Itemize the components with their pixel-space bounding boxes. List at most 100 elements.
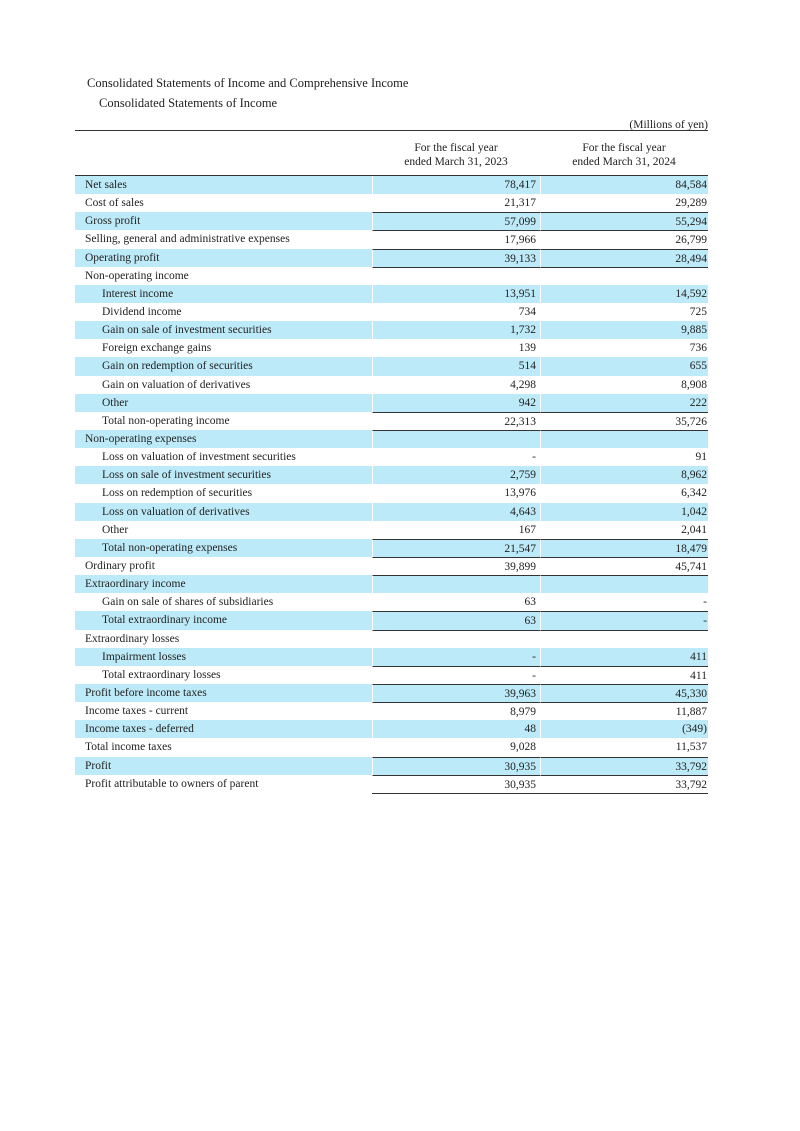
table-row: Non-operating expenses — [75, 429, 708, 449]
value-2024: 725 — [540, 302, 708, 322]
value-2024: 33,792 — [540, 774, 708, 793]
row-label: Loss on valuation of investment securiti… — [102, 451, 296, 464]
table-row: Foreign exchange gains 139 736 — [75, 339, 708, 358]
value-2023 — [372, 575, 540, 594]
value-2023: 9,028 — [372, 738, 540, 757]
table-row: Extraordinary losses — [75, 629, 708, 648]
row-label: Income taxes - current — [85, 705, 189, 718]
value-2023: 13,951 — [372, 284, 540, 303]
value-2024: 6,342 — [540, 484, 708, 503]
row-label: Extraordinary income — [85, 578, 186, 591]
row-label: Profit before income taxes — [85, 686, 207, 699]
table-row: Total non-operating expenses 21,547 18,479 — [75, 538, 708, 557]
value-2024: 8,962 — [540, 466, 708, 485]
table-row: Gain on sale of shares of subsidiaries 63… — [75, 593, 708, 612]
value-2023: 734 — [372, 302, 540, 322]
value-2024: 655 — [540, 357, 708, 376]
row-label: Profit attributable to owners of parent — [85, 777, 259, 790]
value-2023: 30,935 — [372, 774, 540, 793]
row-label: Net sales — [85, 179, 127, 191]
value-2024: 45,741 — [540, 556, 708, 576]
row-label: Loss on sale of investment securities — [102, 469, 271, 482]
value-2023 — [372, 266, 540, 285]
table-row: Gain on redemption of securities 514 655 — [75, 357, 708, 376]
row-label: Foreign exchange gains — [102, 342, 212, 355]
value-2023: 63 — [372, 611, 540, 630]
table-row: Loss on sale of investment securities 2,7… — [75, 466, 708, 485]
table-row: Loss on valuation of derivatives 4,643 1,0… — [75, 502, 708, 521]
value-2024: 84,584 — [540, 176, 708, 195]
table-row: Gain on sale of investment securities 1,7… — [75, 321, 708, 340]
row-label: Ordinary profit — [85, 559, 155, 572]
table-row: Profit attributable to owners of parent 3… — [75, 774, 708, 793]
row-label: Interest income — [102, 287, 174, 300]
table-end-rule — [372, 792, 708, 794]
table-row: Total extraordinary losses -411 — [75, 665, 708, 684]
table-row: Loss on valuation of investment securiti… — [75, 448, 708, 467]
value-2023: 78,417 — [372, 176, 540, 195]
row-label: Loss on valuation of derivatives — [102, 505, 250, 518]
value-2024: 11,887 — [540, 702, 708, 721]
value-2024 — [540, 629, 708, 648]
row-label: Total extraordinary losses — [102, 668, 221, 681]
row-label: Extraordinary losses — [85, 632, 180, 645]
table-row: Non-operating income — [75, 266, 708, 285]
row-label: Total extraordinary income — [102, 614, 228, 627]
row-label: Operating profit — [85, 251, 160, 264]
table-row: Extraordinary income — [75, 575, 708, 594]
value-2024: 35,726 — [540, 411, 708, 430]
value-2023: 4,298 — [372, 375, 540, 394]
unit-note: (Millions of yen) — [629, 119, 708, 131]
value-2024: 736 — [540, 339, 708, 358]
table-header: For the fiscal year ended March 31, 2023… — [75, 131, 708, 176]
value-2023: 39,133 — [372, 248, 540, 267]
table-body: Net sales 78,417 84,584 Cost of sales 21,317… — [75, 176, 708, 793]
value-2024: 28,494 — [540, 248, 708, 267]
row-label: Gain on sale of investment securities — [102, 324, 272, 337]
value-2024: 222 — [540, 393, 708, 412]
table-row: Gross profit 57,099 55,294 — [75, 212, 708, 231]
value-2023: 167 — [372, 520, 540, 539]
value-2023: - — [372, 665, 540, 684]
table-row: Total income taxes 9,028 11,537 — [75, 738, 708, 757]
value-2024 — [540, 266, 708, 285]
table-row: Interest income 13,951 14,592 — [75, 284, 708, 303]
row-label: Other — [102, 396, 129, 409]
row-label: Total income taxes — [85, 741, 172, 754]
row-label: Dividend income — [102, 305, 182, 318]
value-2023: 8,979 — [372, 702, 540, 721]
value-2023: 57,099 — [372, 212, 540, 231]
value-2024: 411 — [540, 665, 708, 684]
row-label: Income taxes - deferred — [85, 723, 194, 736]
row-label: Gain on valuation of derivatives — [102, 378, 251, 391]
value-2024: (349) — [540, 720, 708, 739]
value-2023: 39,899 — [372, 556, 540, 576]
table-row: Selling, general and administrative expe… — [75, 230, 708, 249]
table-row: Impairment losses -411 — [75, 647, 708, 666]
column-header-2024: For the fiscal year ended March 31, 2024 — [572, 142, 676, 168]
row-label: Total non-operating expenses — [102, 541, 238, 554]
value-2023: 13,976 — [372, 484, 540, 503]
row-label: Impairment losses — [102, 650, 186, 663]
table-row: Profit 30,935 33,792 — [75, 756, 708, 775]
row-label: Non-operating expenses — [85, 432, 197, 445]
table-row: Profit before income taxes 39,963 45,330 — [75, 683, 708, 703]
value-2024: 55,294 — [540, 212, 708, 231]
table-row: Total extraordinary income 63- — [75, 611, 708, 630]
value-2023: 22,313 — [372, 411, 540, 430]
column-header-2023: For the fiscal year ended March 31, 2023 — [404, 142, 508, 168]
value-2024: 14,592 — [540, 284, 708, 303]
value-2023: 17,966 — [372, 230, 540, 249]
value-2024: 45,330 — [540, 683, 708, 703]
row-label: Gross profit — [85, 215, 141, 228]
table-row: Operating profit 39,133 28,494 — [75, 248, 708, 267]
value-2024: 11,537 — [540, 738, 708, 757]
value-2024: - — [540, 611, 708, 630]
row-label: Cost of sales — [85, 197, 144, 210]
row-label: Total non-operating income — [102, 414, 230, 427]
table-row: Ordinary profit 39,899 45,741 — [75, 556, 708, 576]
value-2023: 39,963 — [372, 683, 540, 703]
table-row: Loss on redemption of securities 13,976 6,… — [75, 484, 708, 503]
value-2024: 1,042 — [540, 502, 708, 521]
